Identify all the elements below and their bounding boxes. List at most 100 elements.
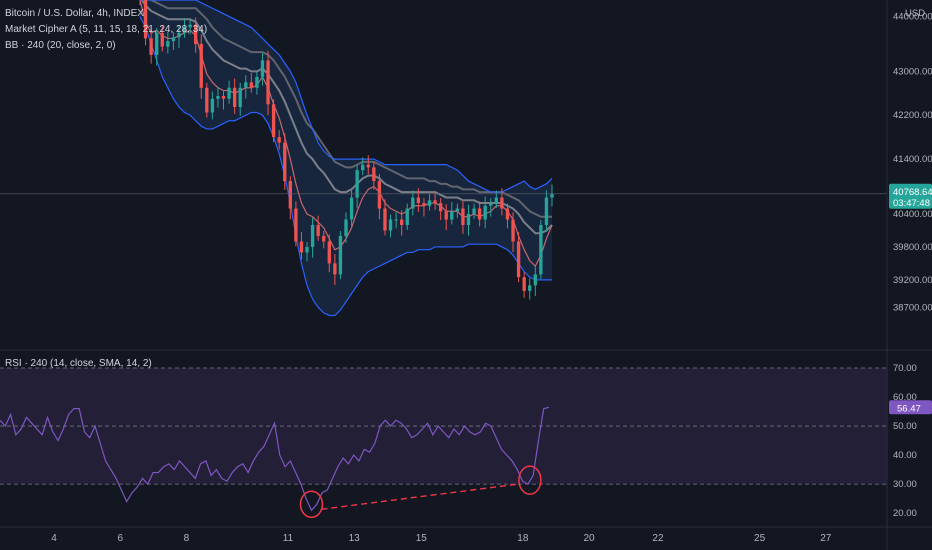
candle-body: [411, 197, 415, 209]
candle-body: [199, 43, 203, 88]
rsi-line: [0, 406, 550, 512]
price-tick-label: 39200.00: [893, 275, 932, 286]
last-price-value: 40768.64: [893, 187, 932, 198]
time-tick-label: 8: [184, 533, 190, 544]
candle-body: [182, 27, 187, 33]
candle-body: [166, 41, 170, 47]
candle-body: [149, 38, 153, 55]
candle-body: [461, 208, 465, 225]
candle-body: [249, 82, 254, 88]
candle-body: [288, 181, 292, 209]
candle-body: [255, 76, 259, 88]
legend-symbol[interactable]: Bitcoin / U.S. Dollar, 4h, INDEX: [5, 8, 144, 19]
candle-body: [500, 197, 504, 209]
candle-body: [232, 87, 237, 108]
candle-body: [338, 235, 343, 275]
rsi-tick-label: 40.00: [893, 450, 917, 461]
legend-rsi[interactable]: RSI · 240 (14, close, SMA, 14, 2): [5, 358, 152, 369]
candle-body: [544, 197, 549, 225]
bollinger-band-fill: [140, 0, 552, 316]
candle-body: [333, 263, 337, 275]
time-tick-label: 18: [517, 533, 529, 544]
candle-body: [472, 208, 476, 215]
candle-body: [377, 181, 382, 209]
candle-body: [366, 164, 370, 168]
rsi-last-tag: [889, 400, 932, 415]
candle-body: [505, 208, 510, 220]
candle-body: [283, 142, 287, 182]
candle-body: [221, 96, 226, 99]
divergence-circle-2: [518, 465, 542, 495]
candle-body: [427, 200, 432, 206]
time-tick-label: 25: [754, 533, 766, 544]
candle-body: [155, 32, 159, 55]
candle-body: [194, 24, 198, 44]
candle-body: [361, 164, 365, 171]
legend-bollinger[interactable]: BB · 240 (20, close, 2, 0): [5, 40, 116, 51]
candle-body: [171, 37, 176, 42]
price-tick-label: 43000.00: [893, 66, 932, 77]
candle-body: [483, 205, 487, 220]
price-tick-label: 42200.00: [893, 110, 932, 121]
candle-body: [227, 87, 231, 99]
rsi-tick-label: 50.00: [893, 421, 917, 432]
candle-body: [238, 87, 242, 108]
candle-body: [438, 203, 443, 212]
candle-body: [494, 197, 498, 204]
candle-body: [455, 208, 460, 212]
candle-body: [394, 219, 398, 221]
candle-body: [143, 0, 148, 39]
bollinger-upper-line: [140, 0, 553, 193]
bollinger-lower-line: [139, 16, 552, 317]
candle-body: [550, 193, 554, 198]
candle-body: [266, 60, 270, 105]
candle-body: [444, 211, 448, 220]
price-pane[interactable]: [0, 0, 887, 317]
candle-body: [422, 203, 426, 206]
candle-body: [416, 197, 421, 204]
time-tick-label: 15: [416, 533, 428, 544]
candle-body: [477, 208, 482, 220]
rsi-tick-label: 70.00: [893, 363, 917, 374]
candle-body: [489, 203, 493, 206]
time-tick-label: 13: [349, 533, 361, 544]
candle-body: [349, 197, 354, 220]
candle-body: [277, 137, 281, 143]
time-tick-label: 22: [652, 533, 664, 544]
candle-body: [260, 60, 265, 77]
candle-body: [533, 274, 537, 286]
price-tick-label: 44000.00: [893, 11, 932, 22]
rsi-pane[interactable]: [0, 367, 887, 519]
candle-body: [511, 219, 515, 242]
legend-market-cipher[interactable]: Market Cipher A (5, 11, 15, 18, 21, 24, …: [5, 24, 208, 35]
candle-body: [516, 241, 521, 278]
candle-body: [177, 32, 181, 38]
candle-body: [322, 235, 326, 242]
candle-body: [400, 219, 404, 225]
candle-body: [327, 241, 331, 264]
candle-body: [433, 200, 437, 204]
price-tick-label: 38700.00: [893, 302, 932, 313]
market-cipher-ema-3: [148, 0, 552, 218]
candle-body: [310, 224, 315, 247]
time-tick-label: 11: [283, 533, 294, 544]
candle-body: [316, 224, 320, 236]
price-tick-label: 40400.00: [893, 209, 932, 220]
candle-body: [383, 208, 387, 231]
candle-body: [299, 241, 304, 253]
candle-body: [160, 32, 164, 47]
candle-body: [388, 219, 393, 231]
candle-body: [244, 82, 248, 88]
last-price-tag: [889, 183, 932, 209]
rsi-tick-label: 20.00: [893, 508, 917, 519]
time-tick-label: 27: [820, 533, 832, 544]
candle-body: [522, 277, 526, 291]
price-tick-label: 41400.00: [893, 154, 932, 165]
candle-body: [405, 208, 409, 225]
rsi-last-value: 56.47: [897, 403, 921, 414]
candle-body: [305, 246, 309, 253]
currency-label: USD: [905, 8, 925, 19]
candle-body: [271, 104, 276, 138]
time-tick-label: 20: [583, 533, 595, 544]
